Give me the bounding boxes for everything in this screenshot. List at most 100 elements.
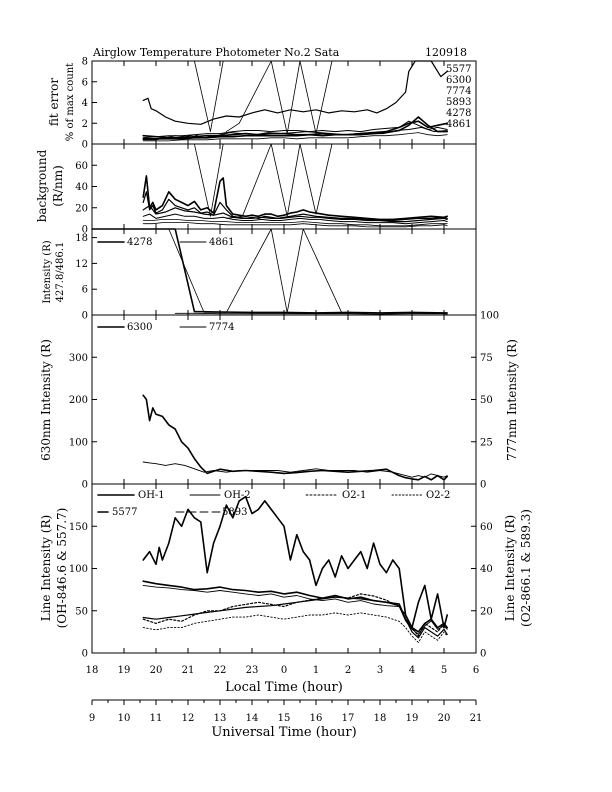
- series-line-4861: [174, 312, 448, 315]
- x-tick-label: 4: [409, 665, 415, 676]
- legend-label-7774: 7774: [209, 322, 234, 333]
- legend-label-OH-1: OH-1: [138, 490, 165, 501]
- ut-tick-label: 17: [342, 713, 355, 724]
- legend-label-4861: 4861: [209, 237, 234, 248]
- y-tick-label: 2: [82, 119, 88, 130]
- panel-line-intensity-frame: [91, 483, 477, 654]
- x-tick-label: 3: [377, 665, 383, 676]
- legend-label-O2-1: O2-1: [342, 490, 366, 501]
- series-line-trace: [142, 213, 448, 225]
- series-line-5893: [142, 596, 448, 639]
- series-line-O2-1: [142, 593, 448, 637]
- legend-label-OH-2: OH-2: [224, 490, 251, 501]
- series-line-4278: [142, 116, 449, 140]
- y-right-tick-label: 0: [480, 649, 486, 660]
- x-tick-label: 2: [345, 665, 351, 676]
- y-tick-label: 0: [82, 649, 88, 660]
- background-ylabel-unit: (R/nm): [51, 165, 65, 207]
- panel-blue-intensity: Intensity (R) 427.8/486.1 0 6 12 18 4278 4861: [42, 228, 477, 322]
- x-tick-label: 18: [86, 665, 99, 676]
- oxygen-nir-ylabel: 777nm Intensity (R): [505, 339, 519, 461]
- series-line-O2-2: [142, 612, 448, 643]
- ut-tick-label: 16: [310, 713, 323, 724]
- ut-tick-label: 18: [374, 713, 387, 724]
- y-tick-label: 100: [69, 564, 88, 575]
- legend-label-5577: 5577: [446, 64, 471, 75]
- y-right-tick-label: 60: [480, 522, 493, 533]
- figure-date: 120918: [425, 46, 467, 59]
- ut-tick-label: 14: [246, 713, 259, 724]
- series-line-trace: [193, 143, 224, 217]
- series-line-trace: [299, 60, 333, 135]
- panel-background-frame: [91, 143, 477, 230]
- legend-label-4278: 4278: [446, 108, 471, 119]
- x-tick-label: 5: [441, 665, 447, 676]
- local-time-xlabel: Local Time (hour): [225, 680, 343, 695]
- y-tick-label: 200: [69, 395, 88, 406]
- series-line-7774: [142, 461, 448, 478]
- figure-title: Airglow Temperature Photometer No.2 Sata: [92, 46, 340, 59]
- ut-tick-label: 13: [214, 713, 227, 724]
- panel-line-intensity: Line Intensity (R) (OH-846.6 & 557.7) Li…: [39, 483, 533, 695]
- x-tick-label: 21: [182, 665, 195, 676]
- y-right-tick-label: 25: [480, 437, 493, 448]
- y-tick-label: 6: [82, 77, 88, 88]
- x-tick-label: 0: [281, 665, 287, 676]
- y-tick-label: 0: [82, 225, 88, 236]
- panel-background: background (R/nm) 0 20 40 60: [35, 143, 477, 236]
- blue-intensity-ylabel-lines: 427.8/486.1: [55, 242, 66, 303]
- series-line-trace: [142, 191, 448, 222]
- background-ylabel: background: [35, 149, 49, 222]
- y-right-tick-label: 0: [480, 480, 486, 491]
- series-line-trace: [225, 228, 343, 313]
- universal-time-axis: Universal Time (hour) 9 10 11 12 13 14 15 16 17 1…: [89, 699, 482, 740]
- oh-ylabel: Line Intensity (R): [39, 515, 53, 621]
- ut-tick-label: 19: [406, 713, 419, 724]
- x-tick-label: 6: [473, 665, 479, 676]
- legend-label-5893: 5893: [446, 97, 471, 108]
- o2-ylabel: Line Intensity (R): [503, 515, 517, 621]
- ut-tick-label: 9: [89, 713, 95, 724]
- y-right-tick-label: 100: [480, 311, 499, 322]
- y-tick-label: 40: [75, 182, 88, 193]
- o2-ylabel-lines: (O2-866.1 & 589.3): [519, 509, 533, 627]
- series-line-trace: [142, 205, 448, 223]
- x-tick-label: 23: [246, 665, 259, 676]
- series-line-trace: [142, 175, 449, 221]
- series-line-4861: [142, 132, 448, 142]
- y-tick-label: 18: [75, 233, 88, 244]
- y-right-tick-label: 75: [480, 353, 493, 364]
- blue-intensity-ylabel: Intensity (R): [42, 240, 53, 303]
- y-tick-label: 0: [82, 140, 88, 151]
- legend-label-6300: 6300: [446, 75, 471, 86]
- series-line-7774: [142, 120, 448, 139]
- legend-label-4278: 4278: [127, 237, 152, 248]
- y-tick-label: 4: [82, 98, 88, 109]
- series-line-5577: [142, 60, 448, 125]
- ut-tick-label: 12: [182, 713, 195, 724]
- y-right-tick-label: 50: [480, 395, 493, 406]
- series-line-trace: [142, 222, 448, 228]
- series-line-trace: [225, 143, 301, 219]
- series-line-6300: [142, 394, 449, 481]
- fit-error-ylabel-unit: % of max count: [65, 63, 76, 141]
- oxygen-red-ylabel: 630nm Intensity (R): [39, 339, 53, 461]
- y-tick-label: 50: [75, 606, 88, 617]
- legend-label-7774: 7774: [446, 86, 471, 97]
- y-tick-label: 12: [75, 259, 88, 270]
- y-right-tick-label: 40: [480, 564, 493, 575]
- series-line-trace: [142, 218, 448, 227]
- ut-tick-label: 10: [118, 713, 131, 724]
- oh-ylabel-lines: (OH-846.6 & 557.7): [55, 508, 69, 629]
- series-line-trace: [225, 60, 301, 135]
- legend-label-4861: 4861: [446, 119, 471, 130]
- legend-label-5577: 5577: [112, 507, 137, 518]
- series-line-trace: [193, 60, 224, 133]
- panel-fit-error: fit error % of max count 0 2 4 6 8 5577630077…: [47, 57, 477, 151]
- universal-time-xlabel: Universal Time (hour): [211, 725, 356, 740]
- x-tick-label: 19: [118, 665, 131, 676]
- y-right-tick-label: 20: [480, 606, 493, 617]
- series-line-4278: [91, 228, 449, 314]
- series-line-trace: [299, 143, 333, 215]
- x-tick-label: 22: [214, 665, 227, 676]
